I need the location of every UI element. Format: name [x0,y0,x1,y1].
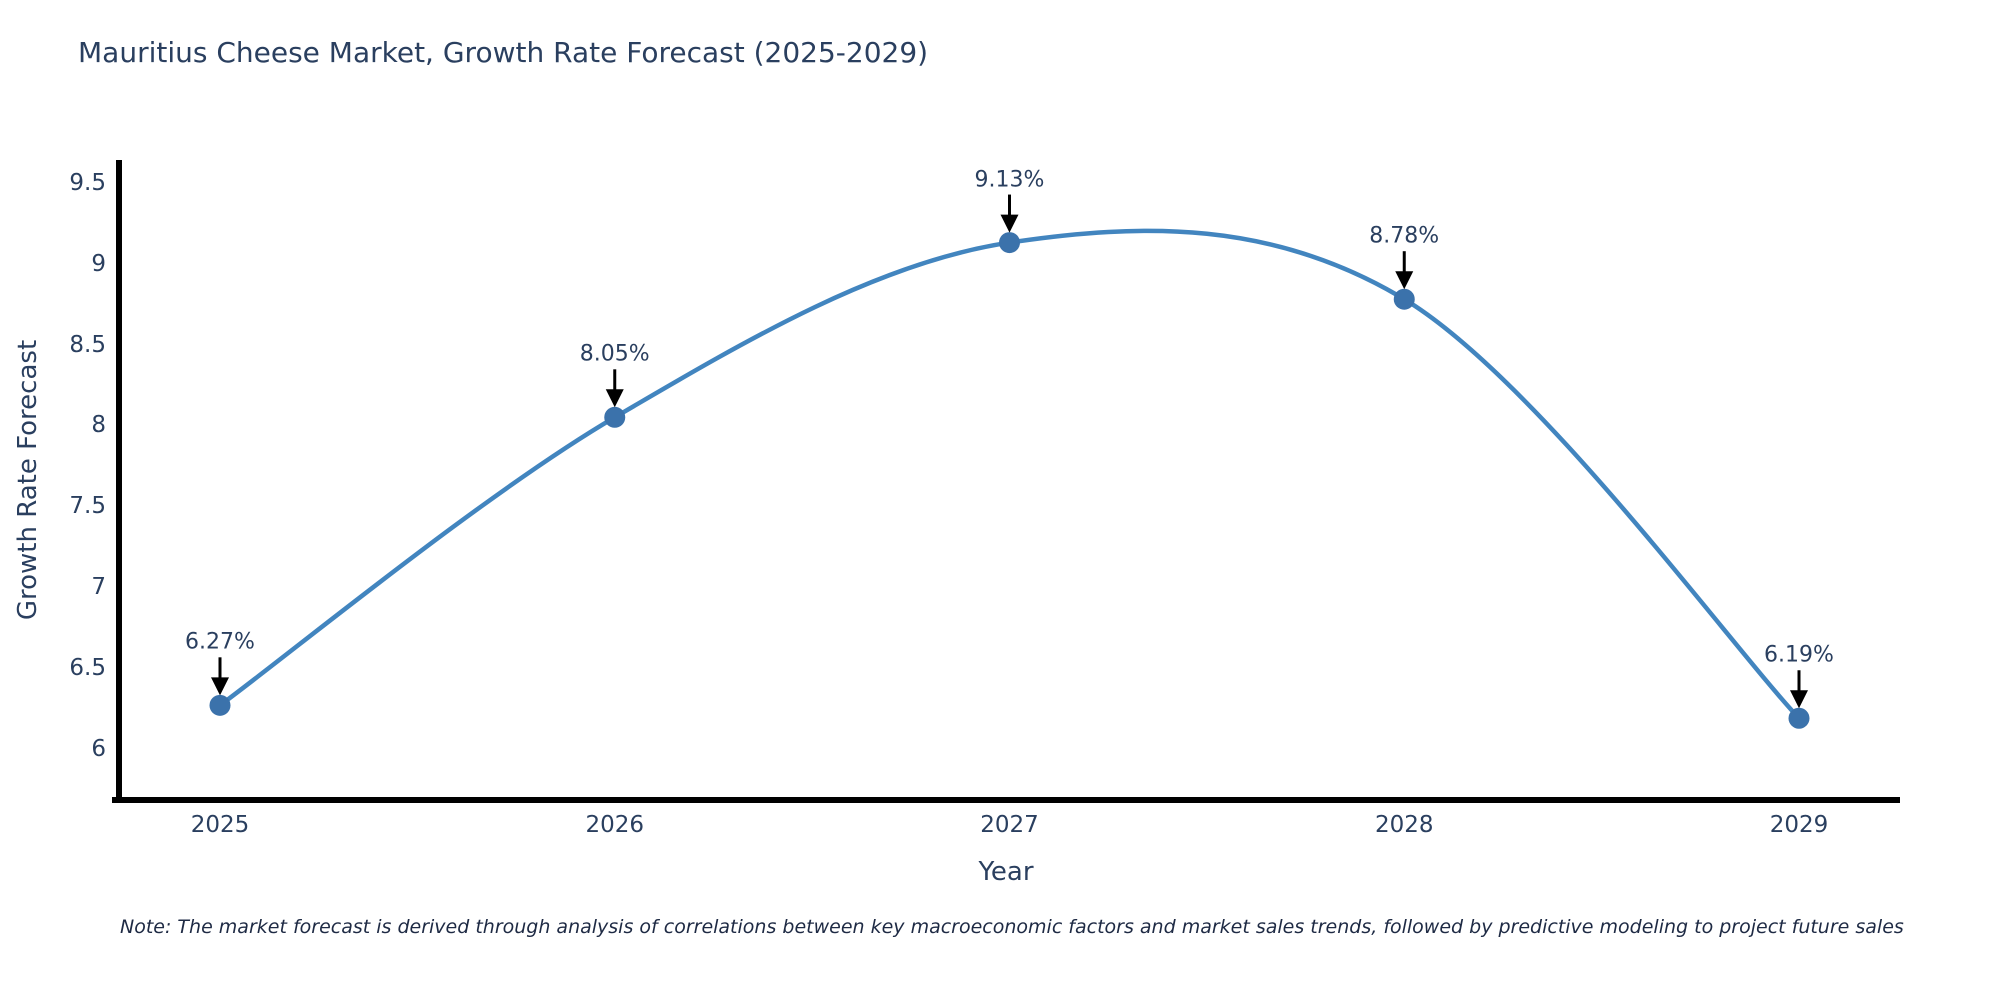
point-value-label: 8.05% [579,341,650,367]
annotation-arrowhead [605,389,624,408]
annotation-arrowhead [1000,214,1019,233]
point-value-label: 8.78% [1369,223,1440,249]
y-tick-label: 7.5 [69,493,106,520]
annotation-arrowhead [211,677,229,696]
y-tick-label: 8.5 [69,331,106,358]
data-point-marker-2029 [1788,707,1810,729]
data-point-marker-2028 [1393,288,1415,310]
chart-title: Mauritius Cheese Market, Growth Rate For… [78,36,929,69]
y-tick-label: 6.5 [69,655,106,682]
annotation-arrowhead [1790,690,1808,709]
point-value-label: 6.27% [185,629,255,655]
y-tick-label: 7 [91,574,106,601]
x-axis-title: Year [978,857,1034,887]
y-tick-label: 6 [91,736,106,762]
x-axis-line [112,797,1900,803]
footnote: Note: The market forecast is derived thr… [120,916,1904,938]
data-point-marker-2025 [209,694,231,716]
point-value-label: 6.19% [1764,642,1834,668]
x-tick-label: 2028 [1374,812,1434,838]
point-value-label: 9.13% [974,167,1045,193]
annotation-arrowhead [1395,271,1414,290]
y-tick-label: 8 [91,412,106,439]
y-tick-label: 9 [91,250,106,277]
y-axis-line [116,160,122,803]
trend-line [217,228,1802,721]
x-tick-label: 2027 [980,812,1039,838]
x-tick-label: 2025 [190,812,250,838]
y-tick-label: 9.5 [69,169,106,196]
data-point-marker-2026 [604,406,626,428]
data-point-marker-2027 [999,232,1020,254]
x-tick-label: 2026 [585,812,645,838]
x-tick-label: 2029 [1769,812,1829,838]
